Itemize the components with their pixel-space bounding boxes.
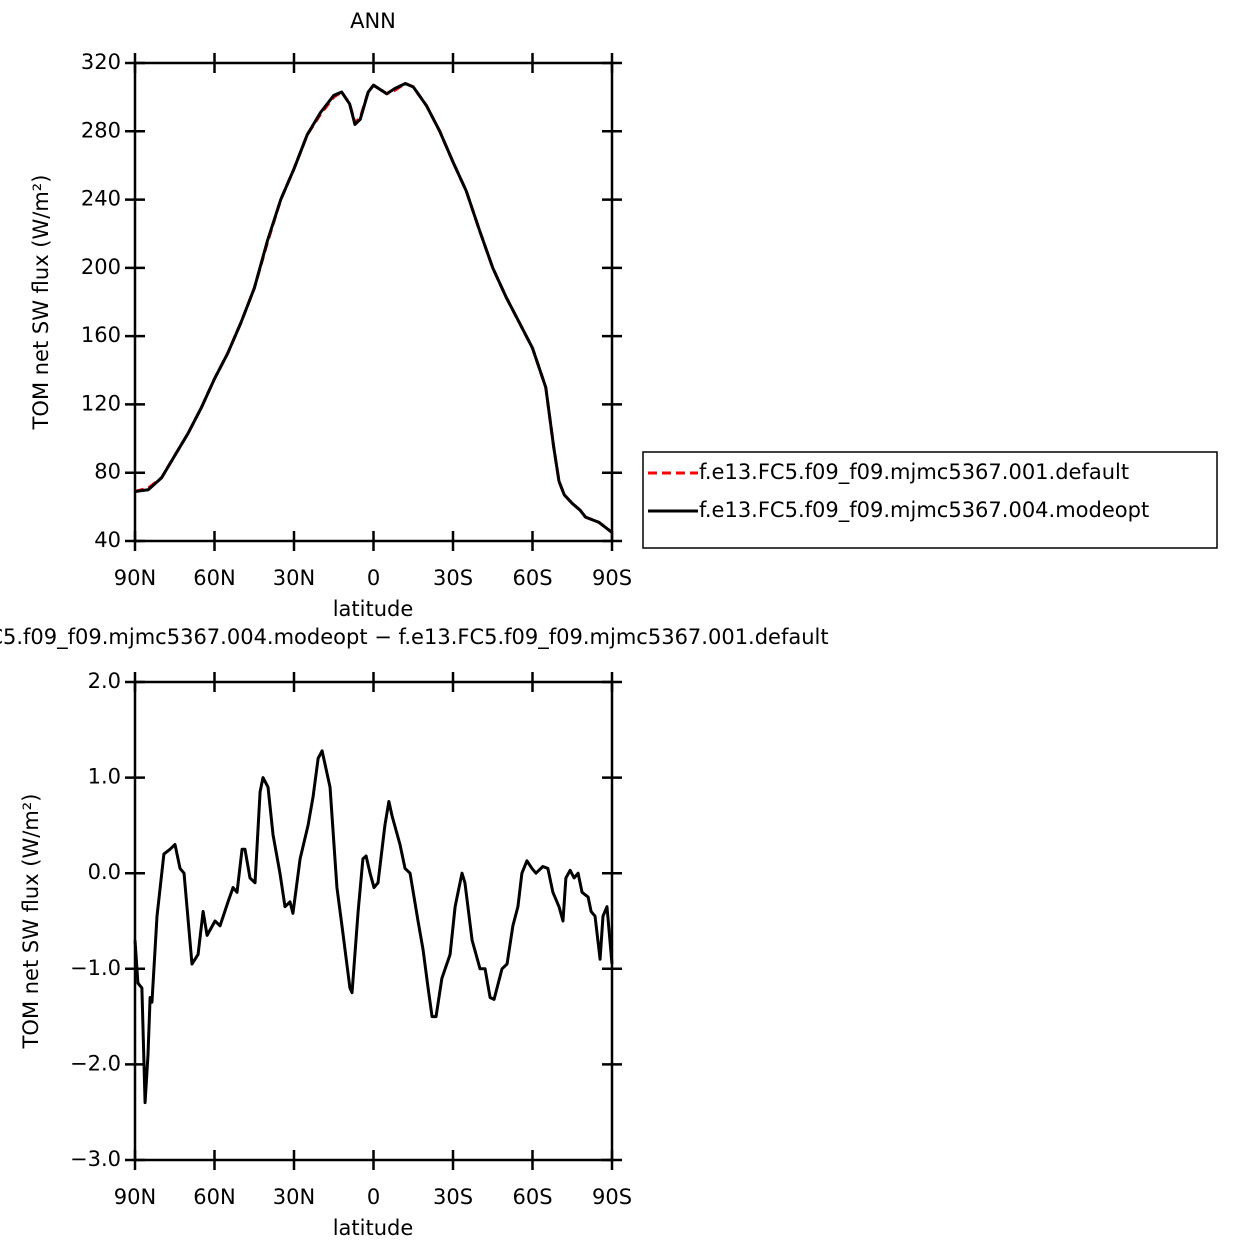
y-tick-label: 80 xyxy=(94,460,121,484)
y-tick-label: 120 xyxy=(81,391,121,415)
y-tick-label: 200 xyxy=(81,255,121,279)
legend-label: f.e13.FC5.f09_f09.mjmc5367.004.modeopt xyxy=(699,498,1149,523)
y-axis-label: TOM net SW flux (W/m²) xyxy=(29,175,53,431)
x-tick-label: 90N xyxy=(114,1185,156,1209)
chart-title: ANN xyxy=(350,9,396,33)
plot-frame xyxy=(133,61,614,543)
y-tick-label: −1.0 xyxy=(70,956,121,980)
x-tick-label: 30N xyxy=(273,1185,315,1209)
y-tick-label: 280 xyxy=(81,118,121,142)
data-line xyxy=(134,81,613,534)
x-tick-label: 30S xyxy=(433,1185,473,1209)
legend-box xyxy=(642,451,1218,549)
y-tick-label: 0.0 xyxy=(88,860,121,884)
legend: f.e13.FC5.f09_f09.mjmc5367.001.default f.… xyxy=(642,451,1218,549)
y-tick-label: 240 xyxy=(81,187,121,211)
x-tick-label: 60N xyxy=(193,1185,235,1209)
x-tick-label: 90S xyxy=(592,1185,632,1209)
chart-title: f.e13.FC5.f09_f09.mjmc5367.004.modeopt −… xyxy=(0,625,829,650)
x-axis-label: latitude xyxy=(333,597,414,621)
panel: f.e13.FC5.f09_f09.mjmc5367.004.modeopt −… xyxy=(0,625,829,1240)
y-tick-label: 320 xyxy=(81,50,121,74)
y-tick-label: 1.0 xyxy=(88,765,121,789)
y-tick-label: 40 xyxy=(94,528,121,552)
y-tick-label: 2.0 xyxy=(88,669,121,693)
panel: ANN latitude TOM net SW flux (W/m²) 40 80 120… xyxy=(29,9,1218,621)
x-tick-label: 0 xyxy=(367,1185,380,1209)
y-axis-label: TOM net SW flux (W/m²) xyxy=(19,794,43,1050)
y-tick-label: −2.0 xyxy=(70,1051,121,1075)
y-tick-label: −3.0 xyxy=(70,1147,121,1171)
x-tick-label: 60S xyxy=(512,1185,552,1209)
data-line xyxy=(133,749,614,1105)
x-tick-label: 60S xyxy=(512,566,552,590)
x-axis-label: latitude xyxy=(333,1216,414,1240)
plot-frame xyxy=(133,680,614,1162)
x-tick-label: 60N xyxy=(193,566,235,590)
x-tick-label: 30S xyxy=(433,566,473,590)
x-tick-label: 0 xyxy=(367,566,380,590)
x-tick-label: 90N xyxy=(114,566,156,590)
data-line xyxy=(134,81,613,534)
legend-label: f.e13.FC5.f09_f09.mjmc5367.001.default xyxy=(699,460,1129,485)
y-tick-label: 160 xyxy=(81,323,121,347)
x-tick-label: 30N xyxy=(273,566,315,590)
x-tick-label: 90S xyxy=(592,566,632,590)
